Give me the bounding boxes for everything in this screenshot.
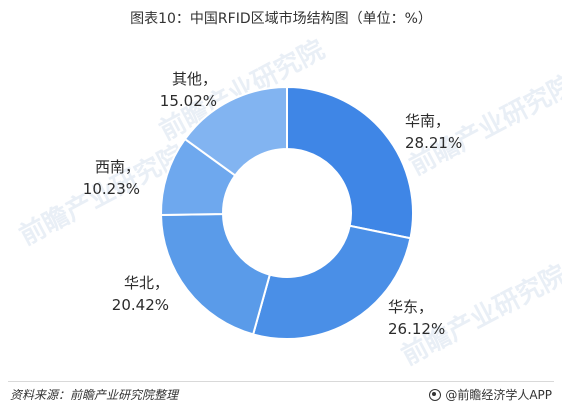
slice-label-value: 28.21% bbox=[405, 134, 463, 152]
chart-title: 图表10：中国RFID区域市场结构图（单位：%） bbox=[130, 11, 432, 27]
brand-credit: @前瞻经济学人APP bbox=[429, 386, 552, 403]
donut-chart bbox=[159, 85, 414, 340]
slice-label-other: 其他， 15.02% bbox=[160, 68, 217, 112]
slice-label-name: 其他， bbox=[171, 70, 217, 88]
brand-text: @前瞻经济学人APP bbox=[445, 388, 552, 402]
slice-label-huanan: 华南， 28.21% bbox=[405, 110, 462, 154]
slice-label-name: 华北， bbox=[123, 274, 169, 292]
donut-slice-1 bbox=[251, 224, 412, 340]
donut-slice-4 bbox=[183, 85, 288, 177]
source-note: 资料来源：前瞻产业研究院整理 bbox=[10, 388, 179, 402]
slice-label-xinan: 西南， 10.23% bbox=[83, 156, 140, 200]
slice-label-value: 15.02% bbox=[159, 92, 217, 110]
slice-label-value: 10.23% bbox=[82, 180, 140, 198]
slice-label-value: 26.12% bbox=[388, 320, 446, 338]
brand-logo-icon bbox=[429, 388, 442, 401]
donut-slice-2 bbox=[159, 212, 272, 336]
footer-divider bbox=[8, 381, 554, 382]
slice-label-name: 华南， bbox=[405, 112, 451, 130]
slice-label-huabei: 华北， 20.42% bbox=[112, 272, 169, 316]
donut-slice-0 bbox=[286, 85, 414, 240]
slice-label-value: 20.42% bbox=[111, 296, 169, 314]
slice-label-name: 西南， bbox=[94, 158, 140, 176]
slice-label-huadong: 华东， 26.12% bbox=[388, 296, 445, 340]
slice-label-name: 华东， bbox=[388, 298, 434, 316]
